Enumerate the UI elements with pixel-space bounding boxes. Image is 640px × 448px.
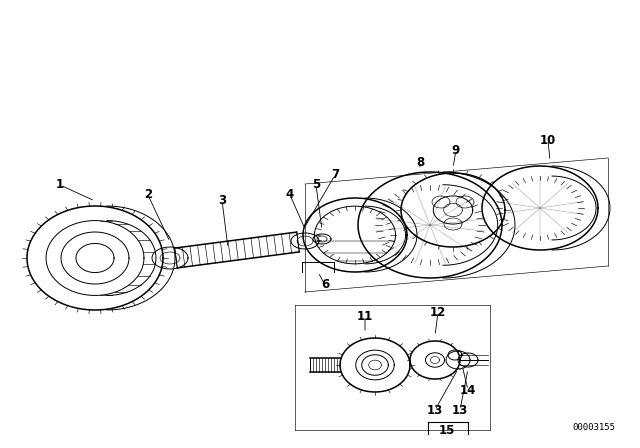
Text: 7: 7 xyxy=(331,168,339,181)
Text: 11: 11 xyxy=(357,310,373,323)
Text: 5: 5 xyxy=(312,178,320,191)
Text: 15: 15 xyxy=(439,423,455,436)
Text: 9: 9 xyxy=(452,143,460,156)
Text: 13: 13 xyxy=(452,404,468,417)
Text: 4: 4 xyxy=(286,189,294,202)
Text: 2: 2 xyxy=(144,189,152,202)
Text: 8: 8 xyxy=(416,155,424,168)
Text: 1: 1 xyxy=(56,178,64,191)
Text: 12: 12 xyxy=(430,306,446,319)
Text: 10: 10 xyxy=(540,134,556,146)
Text: 13: 13 xyxy=(427,404,443,417)
Text: 6: 6 xyxy=(321,279,329,292)
Text: 14: 14 xyxy=(460,383,476,396)
Text: 00003155: 00003155 xyxy=(572,423,615,432)
Text: 3: 3 xyxy=(218,194,226,207)
